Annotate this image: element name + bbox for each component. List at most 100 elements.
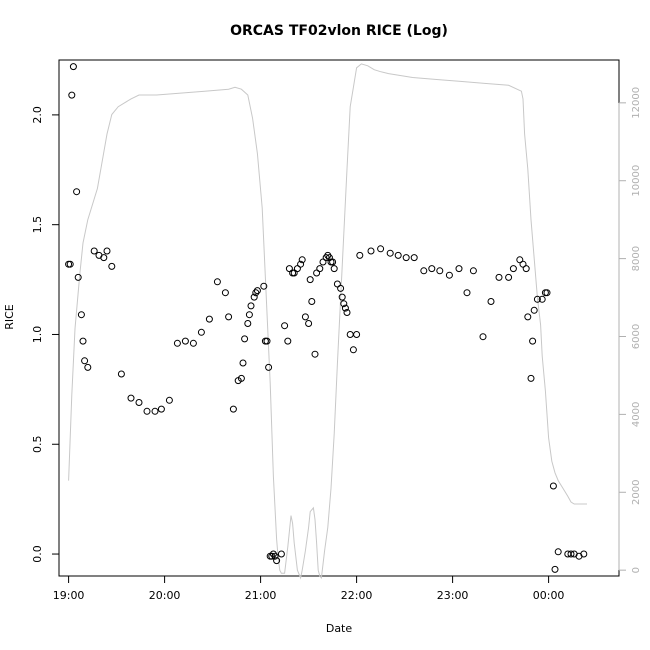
data-point <box>197 328 205 336</box>
data-point <box>269 550 277 558</box>
altitude-line <box>68 63 587 580</box>
data-point <box>281 322 289 330</box>
data-point <box>308 298 316 305</box>
data-point <box>298 256 306 264</box>
data-point <box>263 337 271 345</box>
data-point <box>487 298 495 305</box>
data-point <box>394 251 402 259</box>
data-point <box>420 267 428 275</box>
data-point <box>247 302 255 310</box>
x-tick-label: 21:00 <box>245 589 277 602</box>
data-point <box>237 374 245 382</box>
secondary-y-axis: 0 2000 4000 6000 8000 10000 12000 <box>618 87 642 573</box>
data-point <box>356 251 364 259</box>
data-point <box>538 295 546 303</box>
data-point <box>165 396 173 404</box>
data-point <box>77 311 85 319</box>
data-point <box>386 249 394 257</box>
data-point <box>301 313 309 321</box>
data-point <box>245 311 253 319</box>
data-point <box>530 306 538 314</box>
data-point <box>306 276 314 284</box>
secondary-y-tick-label: 6000 <box>631 324 642 349</box>
data-point <box>341 304 349 312</box>
data-point <box>343 309 351 316</box>
data-point <box>436 267 444 275</box>
data-point <box>127 394 135 402</box>
data-points-layer <box>65 63 588 573</box>
data-point <box>505 273 513 281</box>
data-point <box>322 254 330 262</box>
data-point <box>68 91 76 99</box>
data-point <box>549 482 557 490</box>
data-point <box>533 295 541 303</box>
data-point <box>305 320 313 327</box>
data-point <box>284 337 292 345</box>
data-point <box>253 287 261 295</box>
data-point <box>108 262 116 270</box>
data-point <box>543 289 551 297</box>
x-tick-label: 23:00 <box>437 589 469 602</box>
data-point <box>250 293 258 301</box>
x-tick-label: 22:00 <box>341 589 373 602</box>
data-point <box>297 260 305 268</box>
data-point <box>338 293 346 301</box>
altitude-line-layer <box>68 63 587 580</box>
data-point <box>529 337 537 345</box>
data-point <box>135 399 143 406</box>
data-point <box>265 363 273 371</box>
data-point <box>469 267 477 275</box>
data-point <box>90 247 98 255</box>
data-point <box>79 337 87 345</box>
data-point <box>252 289 260 297</box>
data-point <box>509 265 517 273</box>
data-point <box>495 273 503 281</box>
y-tick-label: 2.0 <box>31 106 44 124</box>
y-axis: 0.0 0.5 1.0 1.5 2.0 <box>31 106 59 563</box>
data-point <box>100 254 108 262</box>
data-point <box>69 63 77 71</box>
secondary-y-tick-label: 0 <box>631 567 642 573</box>
data-point <box>221 289 229 297</box>
data-point <box>367 247 375 255</box>
data-point <box>205 315 213 323</box>
data-point <box>527 374 535 382</box>
data-point <box>157 405 165 413</box>
data-point <box>522 265 530 273</box>
secondary-y-tick-label: 8000 <box>631 246 642 271</box>
data-point <box>349 346 357 354</box>
data-point <box>260 282 268 290</box>
data-point <box>239 359 247 367</box>
data-point <box>84 363 92 371</box>
data-point <box>445 271 453 279</box>
data-point <box>66 260 74 268</box>
data-point <box>330 265 338 273</box>
data-point <box>311 350 319 358</box>
data-point <box>268 552 276 560</box>
secondary-y-tick-label: 4000 <box>631 402 642 427</box>
data-point <box>151 407 159 415</box>
y-tick-label: 1.0 <box>31 326 44 344</box>
data-point <box>410 254 418 262</box>
x-tick-label: 00:00 <box>533 589 565 602</box>
data-point <box>271 552 279 560</box>
x-tick-label: 19:00 <box>53 589 85 602</box>
data-point <box>479 333 487 341</box>
data-point <box>402 254 410 262</box>
x-axis: 19:00 20:00 21:00 22:00 23:00 00:00 <box>53 576 565 602</box>
y-tick-label: 1.5 <box>31 216 44 234</box>
y-tick-label: 0.5 <box>31 436 44 454</box>
data-point <box>463 289 471 297</box>
data-point <box>244 320 252 327</box>
data-point <box>277 550 285 558</box>
data-point <box>428 265 436 273</box>
data-point <box>554 548 562 556</box>
chart-title: ORCAS TF02vlon RICE (Log) <box>230 23 448 39</box>
secondary-y-tick-label: 12000 <box>631 87 642 119</box>
data-point <box>524 313 532 321</box>
data-point <box>580 550 588 558</box>
data-point <box>73 188 81 196</box>
data-point <box>455 265 463 273</box>
